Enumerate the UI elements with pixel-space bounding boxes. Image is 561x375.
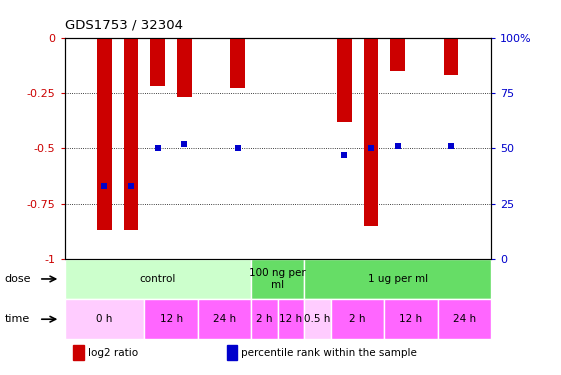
Bar: [150, 38, 165, 86]
Bar: [384, 299, 438, 339]
Point: [127, 183, 136, 189]
Bar: [73, 345, 84, 360]
Text: 24 h: 24 h: [453, 314, 476, 324]
Text: control: control: [140, 274, 176, 284]
Bar: [438, 299, 491, 339]
Bar: [444, 38, 458, 75]
Text: 1 ug per ml: 1 ug per ml: [367, 274, 427, 284]
Text: time: time: [5, 314, 30, 324]
Text: 0 h: 0 h: [96, 314, 113, 324]
Bar: [177, 38, 192, 97]
Text: 24 h: 24 h: [213, 314, 236, 324]
Bar: [197, 299, 251, 339]
Bar: [97, 38, 112, 230]
Point: [447, 143, 456, 149]
Bar: [390, 38, 405, 71]
Point: [180, 141, 189, 147]
Point: [393, 143, 402, 149]
Bar: [124, 38, 139, 230]
Point: [233, 145, 242, 151]
Text: 2 h: 2 h: [256, 314, 273, 324]
Text: 12 h: 12 h: [279, 314, 302, 324]
Bar: [231, 38, 245, 88]
Text: 12 h: 12 h: [159, 314, 183, 324]
Point: [100, 183, 109, 189]
Bar: [251, 299, 278, 339]
Bar: [304, 259, 491, 299]
Bar: [364, 38, 378, 226]
Text: 2 h: 2 h: [350, 314, 366, 324]
Bar: [251, 259, 304, 299]
Point: [366, 145, 375, 151]
Bar: [331, 299, 384, 339]
Text: 0.5 h: 0.5 h: [305, 314, 331, 324]
Bar: [278, 299, 304, 339]
Text: 100 ng per
ml: 100 ng per ml: [249, 268, 306, 290]
Bar: [65, 299, 144, 339]
Bar: [144, 299, 197, 339]
Text: log2 ratio: log2 ratio: [88, 348, 138, 358]
Point: [340, 152, 349, 158]
Text: 12 h: 12 h: [399, 314, 422, 324]
Text: GDS1753 / 32304: GDS1753 / 32304: [65, 19, 182, 32]
Point: [153, 145, 162, 151]
Bar: [304, 299, 331, 339]
Text: dose: dose: [4, 274, 30, 284]
Bar: [227, 345, 237, 360]
Bar: [337, 38, 352, 122]
Text: percentile rank within the sample: percentile rank within the sample: [241, 348, 417, 358]
Bar: [65, 259, 251, 299]
